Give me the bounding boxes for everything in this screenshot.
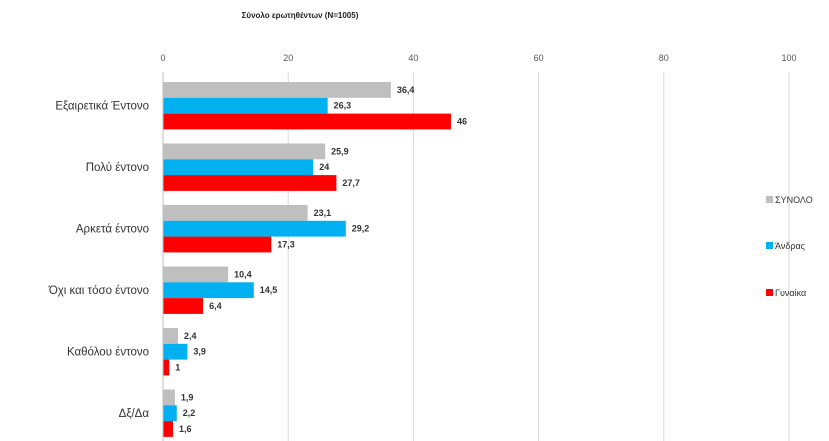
data-label: 3,9 <box>193 347 206 357</box>
category-label: Αρκετά έντονο <box>76 224 149 236</box>
category-label: Όχι και τόσο έντονο <box>48 285 149 297</box>
data-label: 46 <box>457 117 467 127</box>
bar <box>163 359 170 376</box>
bar <box>163 82 391 98</box>
data-label: 2,2 <box>183 408 196 418</box>
bar <box>163 343 188 360</box>
bar <box>163 205 308 221</box>
category-label: Πολύ έντονο <box>86 162 149 174</box>
bar <box>163 298 204 314</box>
data-label: 26,3 <box>334 101 352 111</box>
data-label: 17,3 <box>277 240 295 250</box>
data-label: 1 <box>175 363 180 373</box>
legend-swatch <box>766 196 773 203</box>
x-tick-label: 80 <box>659 53 669 63</box>
legend-swatch <box>766 289 773 296</box>
bar <box>163 159 314 176</box>
bar <box>163 97 328 114</box>
x-tick-label: 20 <box>283 53 293 63</box>
x-tick-label: 100 <box>781 53 796 63</box>
data-label: 25,9 <box>331 146 349 156</box>
legend-swatch <box>766 242 773 249</box>
data-label: 2,4 <box>184 331 197 341</box>
bar <box>163 389 175 406</box>
x-tick-label: 0 <box>160 53 165 63</box>
legend-label: Άνδρας <box>775 241 806 251</box>
legend-label: Γυναίκα <box>775 288 806 298</box>
bar <box>163 328 179 344</box>
category-label: Εξαιρετικά Έντονο <box>55 101 149 113</box>
data-label: 1,6 <box>179 424 192 434</box>
category-label: Καθόλου έντονο <box>67 347 149 359</box>
data-label: 14,5 <box>260 285 278 295</box>
data-label: 24 <box>319 162 329 172</box>
bar <box>163 405 177 422</box>
bar <box>163 421 174 437</box>
data-label: 36,4 <box>397 85 415 95</box>
data-label: 10,4 <box>234 269 252 279</box>
bar <box>163 266 229 283</box>
data-label: 1,9 <box>181 392 194 402</box>
bar <box>163 143 326 160</box>
data-label: 6,4 <box>209 301 222 311</box>
data-label: 23,1 <box>314 208 332 218</box>
bar <box>163 220 346 237</box>
bar <box>163 236 272 253</box>
x-tick-label: 40 <box>408 53 418 63</box>
data-label: 27,7 <box>342 178 360 188</box>
category-label: Δξ/Δα <box>119 408 150 420</box>
legend-label: ΣΥΝΟΛΟ <box>775 195 813 205</box>
bar <box>163 175 337 191</box>
data-label: 29,2 <box>352 224 370 234</box>
bar <box>163 113 451 130</box>
x-tick-label: 60 <box>534 53 544 63</box>
bar <box>163 282 254 299</box>
chart-subtitle: Σύνολο ερωτηθέντων (N=1005) <box>241 11 359 20</box>
